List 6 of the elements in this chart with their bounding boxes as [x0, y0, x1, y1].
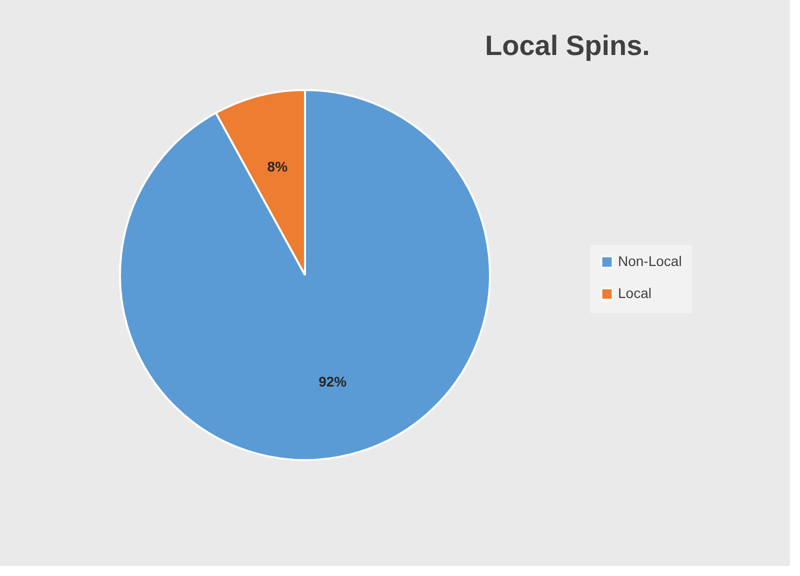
- legend-label: Non-Local: [618, 253, 682, 269]
- chart-title: Local Spins.: [485, 30, 650, 61]
- data-label: 92%: [318, 374, 348, 390]
- legend-label: Local: [618, 285, 652, 301]
- data-label: 8%: [267, 158, 288, 174]
- pie-slice: [119, 89, 491, 461]
